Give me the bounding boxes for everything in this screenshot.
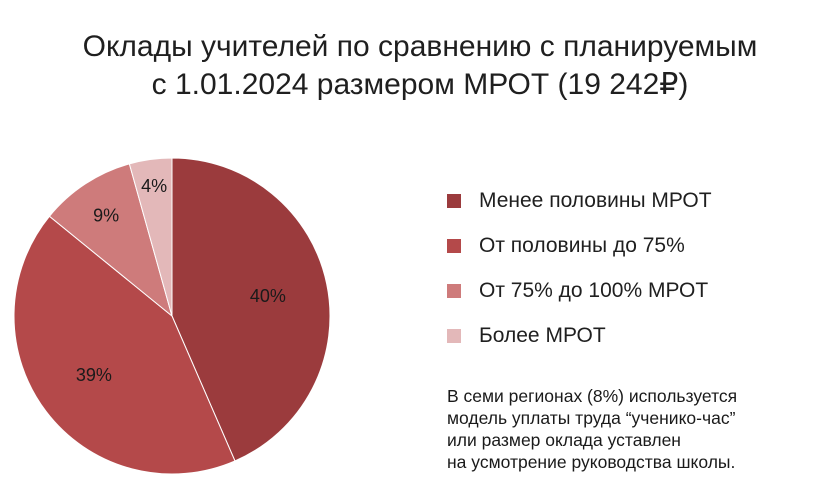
legend-label: От 75% до 100% МРОТ (479, 278, 709, 302)
chart-title: Оклады учителей по сравнению с планируем… (0, 28, 840, 104)
legend-label: Менее половины МРОТ (479, 188, 712, 212)
footnote-line: или размер оклада уставлен (447, 430, 681, 450)
legend-item: От половины до 75% (447, 223, 712, 268)
footnote-line: В семи регионах (8%) используется (447, 386, 738, 406)
legend-label: Более МРОТ (479, 323, 606, 347)
legend: Менее половины МРОТ От половины до 75% О… (447, 178, 712, 358)
footnote-line: модель уплаты труда “ученико-час” (447, 408, 736, 428)
pie-slice (48, 163, 173, 318)
pie-slice (13, 215, 236, 475)
footnote-line: на усмотрение руководства школы. (447, 452, 736, 472)
legend-swatch (447, 328, 461, 343)
footnote: В семи регионах (8%) используется модель… (447, 385, 832, 473)
pie-slice-label: 9% (93, 206, 119, 226)
legend-swatch (447, 283, 461, 298)
pie-slice-label: 4% (141, 176, 167, 196)
legend-item: От 75% до 100% МРОТ (447, 268, 712, 313)
chart-title-line-2: с 1.01.2024 размером МРОТ (19 242₽) (151, 68, 689, 101)
legend-swatch (447, 238, 461, 253)
legend-swatch (447, 193, 461, 208)
pie-slice-label: 40% (250, 286, 286, 306)
pie-slice (171, 157, 331, 462)
legend-item: Более МРОТ (447, 313, 712, 358)
legend-label: От половины до 75% (479, 233, 685, 257)
legend-item: Менее половины МРОТ (447, 178, 712, 223)
pie-slice-label: 39% (76, 365, 112, 385)
pie-slice (128, 157, 173, 317)
chart-title-line-1: Оклады учителей по сравнению с планируем… (82, 30, 758, 63)
